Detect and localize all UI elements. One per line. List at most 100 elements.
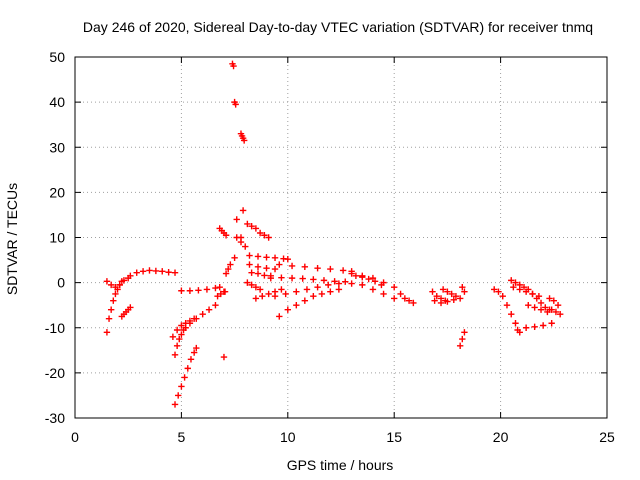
data-point [271,292,279,300]
series-arc-22 [246,261,279,273]
data-point [325,281,332,289]
data-point [233,216,240,223]
data-point [193,315,200,322]
data-point [548,306,555,313]
x-tick-label: 25 [599,429,615,445]
data-point [237,238,245,246]
data-point [499,292,506,300]
data-point [439,286,447,293]
series-arc-08 [186,301,219,327]
data-point [171,351,179,359]
data-point [261,272,268,279]
data-point [244,220,251,228]
data-point [205,306,213,313]
data-point [456,295,464,302]
data-point [371,278,379,285]
data-point [186,287,194,294]
data-point [263,254,270,261]
data-point [193,344,200,352]
data-point [176,335,183,343]
data-point [146,267,153,274]
series-arc-14 [222,261,234,277]
series-arc-35 [431,295,464,307]
data-point [120,277,128,284]
data-point [301,297,309,304]
data-point [216,283,223,291]
data-point [133,269,140,276]
data-point [554,301,562,309]
data-point [378,281,385,289]
series-arc-13 [221,288,229,295]
data-marks [103,60,564,408]
series-arc-24 [244,279,264,293]
data-point [173,326,181,334]
data-point [544,308,551,316]
data-point [508,311,515,318]
series-arc-17 [237,130,248,144]
data-point [359,274,366,281]
data-point [222,232,230,239]
series-arc-11 [216,225,230,239]
data-point [254,263,262,271]
y-tick-label: -10 [45,320,65,336]
data-point [542,304,549,311]
data-point [348,270,355,277]
data-point [320,277,328,284]
data-point [512,279,519,286]
y-tick-label: 50 [49,49,65,65]
data-point [232,101,239,108]
data-point [178,331,185,338]
series-arc-36 [439,286,460,300]
y-tick-label: 40 [49,94,65,110]
data-point [103,278,111,285]
series-arc-16 [231,98,239,108]
series-arc-25 [252,286,285,302]
data-point [195,287,202,294]
data-point [173,342,181,349]
data-point [552,308,560,316]
data-point [127,304,134,311]
data-point [256,286,264,293]
data-point [352,272,360,280]
data-point [339,267,347,274]
series-arc-19 [233,234,249,250]
data-point [178,322,185,329]
data-point [314,264,321,272]
grid-lines [75,57,607,418]
data-point [397,290,404,298]
data-point [171,269,179,276]
x-tick-label: 20 [493,429,509,445]
data-point [537,306,545,313]
data-point [212,284,219,292]
data-point [244,279,251,286]
data-point [261,232,268,239]
data-point [169,333,177,340]
series-arc-44 [525,301,551,316]
data-point [233,234,240,241]
series-arc-31 [348,280,398,302]
data-point [225,265,232,273]
series-arc-28 [271,280,343,300]
data-point [437,299,445,307]
data-point [288,262,296,270]
data-point [520,283,528,291]
data-point [178,287,185,294]
data-point [187,356,195,363]
data-point [242,243,249,250]
data-point [318,290,326,298]
data-point [278,286,285,293]
series-arc-26 [276,261,355,275]
data-point [278,274,285,281]
data-point [401,295,409,302]
data-point [444,298,451,305]
data-point [254,253,262,260]
data-point [271,254,279,262]
data-point [335,286,343,293]
axes: 0 5 10 15 20 25 -30 -20 -10 0 10 20 30 40 50 [45,49,615,445]
data-point [491,286,498,293]
data-point [248,269,255,276]
data-point [410,299,417,307]
series-arc-21 [246,252,291,263]
series-arc-45 [546,295,562,309]
data-point [327,288,334,295]
